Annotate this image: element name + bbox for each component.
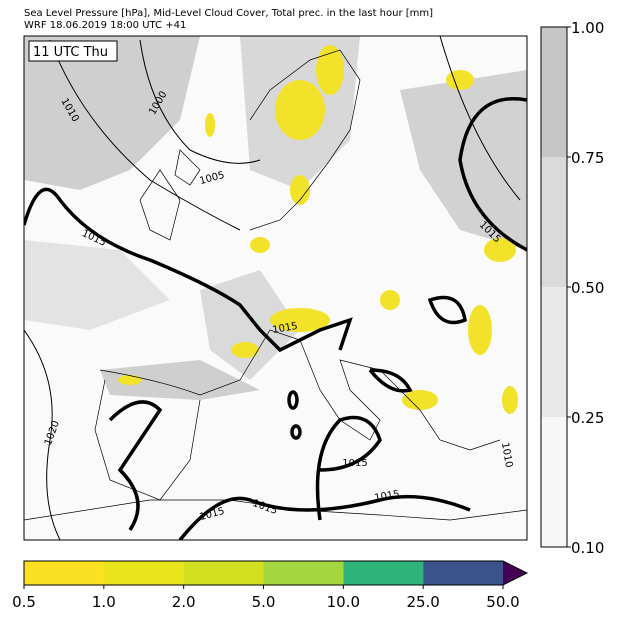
colorbar-segment xyxy=(541,287,567,417)
header-line: WRF 18.06.2019 18:00 UTC +41 xyxy=(24,20,186,31)
colorbar-frame xyxy=(23,560,529,586)
tick-label: 0.50 xyxy=(571,279,604,297)
tick-label: 1.0 xyxy=(92,593,116,611)
map-frame xyxy=(23,35,528,541)
tick-label: 0.25 xyxy=(571,409,604,427)
isobar xyxy=(24,36,521,540)
colorbar-segment xyxy=(263,561,344,585)
colorbar-segment xyxy=(541,157,567,287)
tick-label: 0.5 xyxy=(12,593,36,611)
colorbar-segment xyxy=(343,561,424,585)
colorbar-segment xyxy=(24,561,104,585)
colorbar-segment xyxy=(183,561,264,585)
colorbar-extend xyxy=(503,561,527,585)
cloud-colorbar: 1.00 0.75 0.50 0.25 0.10 xyxy=(540,19,604,557)
tick-label: 2.0 xyxy=(172,593,196,611)
contour-label: 1015 xyxy=(342,458,367,469)
contour-label: 1010 xyxy=(499,442,514,469)
header-line: Sea Level Pressure [hPa], Mid-Level Clou… xyxy=(24,8,433,19)
tick-label: 0.10 xyxy=(571,539,604,557)
colorbar-segment xyxy=(423,561,503,585)
contour-label: 1015 xyxy=(272,321,299,336)
map: 1010 1000 1005 1015 1015 1015 1020 1015 … xyxy=(24,36,527,540)
precip-colorbar: 0.5 1.0 2.0 5.0 10.0 25.0 50.0 xyxy=(12,560,529,611)
colorbar-segment xyxy=(541,417,567,547)
precip-area xyxy=(118,45,518,414)
colorbar-segment xyxy=(103,561,184,585)
tick-label: 5.0 xyxy=(252,593,276,611)
tick-label: 50.0 xyxy=(486,593,519,611)
contour-label: 1015 xyxy=(374,489,401,504)
tick-label: 1.00 xyxy=(571,19,604,37)
colorbar-segment xyxy=(541,27,567,157)
tick-label: 10.0 xyxy=(327,593,360,611)
tick-label: 0.75 xyxy=(571,149,604,167)
time-box xyxy=(28,40,118,62)
tick-label: 25.0 xyxy=(406,593,439,611)
time-label: 11 UTC Thu xyxy=(33,45,108,60)
isobar-1015 xyxy=(24,97,527,540)
